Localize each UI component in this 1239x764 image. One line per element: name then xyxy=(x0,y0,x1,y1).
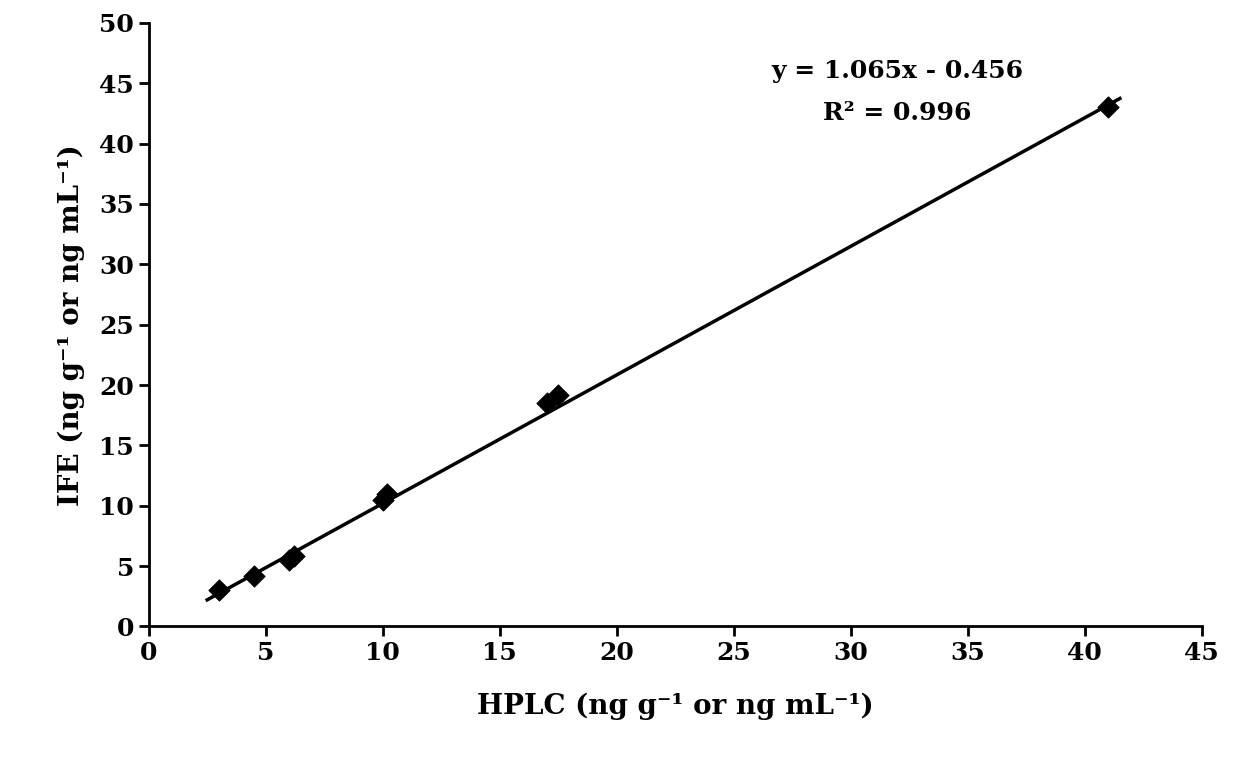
Point xyxy=(279,554,299,566)
Point xyxy=(284,550,304,562)
Point xyxy=(1098,102,1118,114)
Point xyxy=(209,584,229,597)
Text: R² = 0.996: R² = 0.996 xyxy=(824,102,971,125)
Point xyxy=(244,570,264,582)
X-axis label: HPLC (ng g⁻¹ or ng mL⁻¹): HPLC (ng g⁻¹ or ng mL⁻¹) xyxy=(477,693,873,720)
Point xyxy=(378,487,398,500)
Text: y = 1.065x - 0.456: y = 1.065x - 0.456 xyxy=(772,59,1023,83)
Point xyxy=(549,389,569,401)
Y-axis label: IFE (ng g⁻¹ or ng mL⁻¹): IFE (ng g⁻¹ or ng mL⁻¹) xyxy=(58,144,85,506)
Point xyxy=(536,397,556,410)
Point xyxy=(373,494,393,506)
